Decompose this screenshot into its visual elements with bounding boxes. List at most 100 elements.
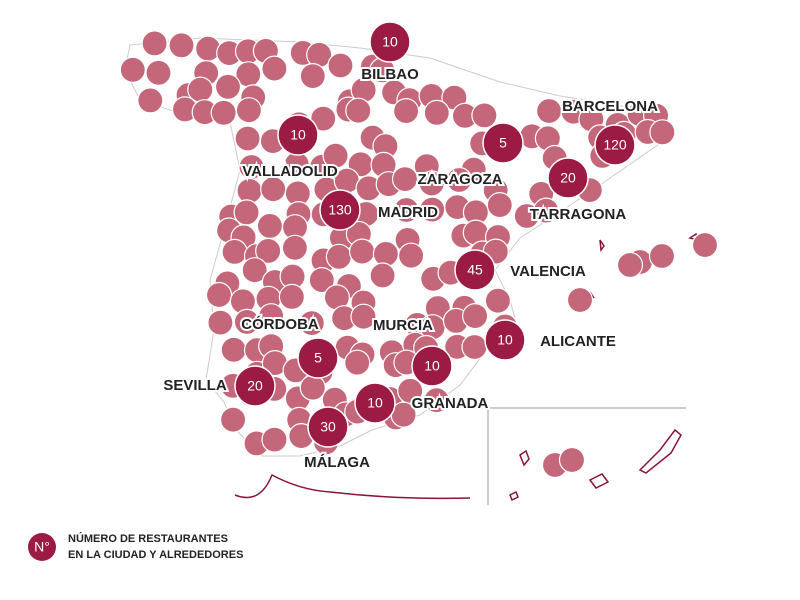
city-name: VALLADOLID [242,163,338,180]
restaurant-dot [261,426,288,453]
restaurant-dot [255,237,282,264]
restaurant-dot [616,251,644,279]
restaurant-dot [391,166,419,193]
restaurant-dot [119,56,146,83]
restaurant-dot [393,196,420,224]
city-count: 20 [560,170,576,186]
restaurant-dot [558,446,586,474]
city-marker [234,365,276,407]
legend-symbol-text: N° [34,539,50,555]
restaurant-dot [393,97,420,125]
city-marker [411,345,453,387]
restaurant-dot [210,99,237,126]
restaurant-dot [207,309,234,336]
restaurant-dot [372,240,399,267]
city-count: 30 [320,419,336,435]
restaurant-dot [145,59,172,86]
restaurant-dot [398,242,425,269]
city-marker [297,337,339,379]
city-name: GRANADA [412,395,489,412]
restaurant-dot [349,238,376,265]
legend-symbol [28,533,56,561]
legend: N° NÚMERO DE RESTAURANTES EN LA CIUDAD Y… [28,532,243,561]
city-count: 10 [424,358,440,374]
city-marker [454,249,496,291]
restaurant-dot [322,142,349,169]
legend-text: EN LA CIUDAD Y ALREDEDORES [68,549,243,561]
cities: 10 BILBAO 120 BARCELONA 5 ZARAGOZA 10 VALLADOLI… [161,21,660,473]
restaurant-dot [260,176,287,203]
restaurant-dot [137,87,164,114]
city-count: 10 [367,395,383,411]
restaurant-dot [298,310,325,337]
restaurant-dot [461,333,488,361]
city-name: MADRID [378,204,438,221]
city-count: 5 [499,135,507,151]
restaurant-dot [221,238,248,265]
city-name: MÁLAGA [304,454,370,471]
restaurant-dot [308,267,335,294]
city-marker [354,382,396,424]
restaurant-dot [418,170,445,197]
restaurant-dot [258,303,285,330]
restaurant-dot [532,197,560,224]
city-name: ALICANTE [540,333,616,350]
restaurant-dot [484,287,511,314]
restaurant-dot [241,257,268,284]
restaurant-dot [423,387,450,414]
restaurant-dot [648,242,676,270]
restaurant-dot [214,73,242,100]
restaurant-dot [691,231,719,259]
restaurant-dot [397,377,424,404]
restaurant-dot [446,166,473,194]
city-name: CÓRDOBA [241,315,319,333]
restaurant-dot [234,125,261,152]
city-count: 45 [467,262,483,278]
restaurant-dot [256,212,283,239]
city-count: 10 [290,127,306,143]
restaurant-dot [299,62,326,90]
city-marker [369,21,411,63]
restaurant-dot [327,52,354,79]
city-count: 10 [382,34,398,50]
city-count: 5 [314,350,322,366]
city-marker [547,157,589,199]
restaurant-dot [423,99,450,127]
city-name: TARRAGONA [530,206,627,223]
city-marker [594,124,636,166]
city-name: BILBAO [361,66,419,83]
city-name: MURCIA [373,317,433,334]
restaurant-dot [486,192,513,219]
restaurant-dot [649,119,676,146]
city-name: SEVILLA [163,377,227,394]
legend-text: NÚMERO DE RESTAURANTES [68,532,228,545]
restaurant-dot [344,349,371,376]
restaurant-dot [220,406,247,433]
inset-frame [487,407,686,505]
restaurant-dot [566,286,594,314]
restaurant-dot [369,262,396,289]
city-marker [319,189,361,231]
restaurant-dot [235,97,262,124]
city-marker [307,406,349,448]
restaurant-dot [281,234,308,261]
island-outline [509,232,700,502]
city-marker [482,122,524,164]
city-marker [277,114,319,156]
restaurant-dot [471,102,498,129]
city-count: 130 [328,202,352,218]
restaurant-dot [299,374,326,401]
city-name: ZARAGOZA [418,171,503,188]
city-name: VALENCIA [510,263,586,280]
restaurant-dot [345,97,372,124]
restaurant-dot [325,243,352,270]
city-name: BARCELONA [562,98,658,115]
restaurant-dot [462,303,489,330]
city-count: 10 [497,332,513,348]
restaurant-dot [220,336,247,363]
coast-line [234,473,471,500]
restaurant-dot [350,303,377,330]
city-count: 120 [603,137,627,153]
restaurant-dot [168,32,195,59]
